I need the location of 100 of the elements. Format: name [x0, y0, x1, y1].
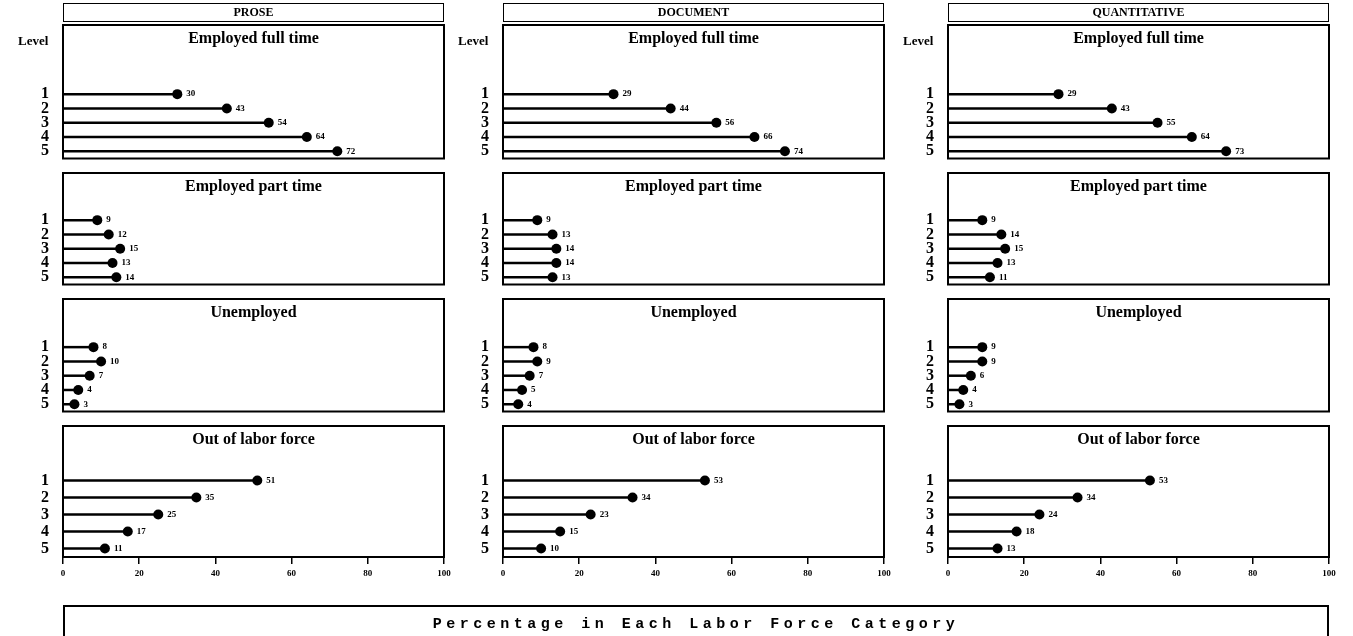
- point: [977, 342, 988, 353]
- data-label: 9: [106, 214, 112, 225]
- data-label: 35: [205, 491, 215, 502]
- point: [627, 492, 638, 503]
- chart-subtitle: Employed full time: [187, 29, 320, 47]
- point: [115, 243, 126, 254]
- chart-title: DOCUMENT: [503, 3, 884, 22]
- data-label: 43: [1120, 102, 1131, 113]
- chart-subtitle: Employed full time: [1072, 29, 1205, 47]
- x-tick-label: 20: [574, 567, 585, 578]
- x-tick-label: 0: [945, 567, 951, 578]
- point: [513, 399, 524, 410]
- point: [1072, 492, 1083, 503]
- y-tick-label: 1: [481, 470, 489, 488]
- point: [172, 89, 183, 100]
- data-label: 29: [622, 88, 632, 99]
- point: [1221, 146, 1232, 157]
- data-label: 4: [87, 384, 93, 395]
- point: [191, 492, 202, 503]
- data-label: 4: [972, 384, 978, 395]
- point: [977, 356, 988, 367]
- y-tick-label: 1: [41, 470, 49, 488]
- data-label: 11: [998, 271, 1008, 282]
- data-label: 13: [1006, 542, 1017, 553]
- data-label: 3: [968, 398, 974, 409]
- y-tick-label: 3: [926, 504, 934, 522]
- x-tick-label: 100: [1322, 567, 1337, 578]
- data-label: 29: [1067, 88, 1077, 99]
- x-tick-label: 60: [287, 567, 297, 578]
- data-label: 17: [136, 525, 147, 536]
- point: [965, 370, 976, 381]
- data-label: 10: [550, 542, 560, 553]
- y-tick-label: 4: [926, 521, 934, 539]
- point: [555, 526, 566, 537]
- data-label: 56: [725, 117, 735, 128]
- data-label: 51: [266, 474, 276, 485]
- y-tick-label: 2: [481, 487, 489, 505]
- point: [585, 509, 596, 520]
- x-tick-label: 0: [60, 567, 66, 578]
- y-tick-label: 5: [926, 538, 934, 556]
- y-axis-title: Level: [903, 33, 934, 48]
- y-tick-label: 5: [41, 538, 49, 556]
- x-tick-label: 80: [803, 567, 813, 578]
- point: [1053, 89, 1064, 100]
- data-label: 8: [542, 341, 548, 352]
- data-label: 11: [113, 542, 123, 553]
- point: [977, 215, 988, 226]
- data-label: 13: [561, 228, 572, 239]
- point: [252, 475, 263, 486]
- x-tick-label: 20: [1019, 567, 1030, 578]
- point: [996, 229, 1007, 240]
- chart-title: Employed part time: [624, 177, 763, 195]
- data-label: 3: [83, 398, 89, 409]
- point: [96, 356, 107, 367]
- data-label: 13: [121, 257, 132, 268]
- x-tick-label: 20: [134, 567, 145, 578]
- y-tick-label: 5: [481, 538, 489, 556]
- data-label: 73: [1235, 145, 1245, 156]
- data-label: 34: [1086, 491, 1097, 502]
- data-label: 64: [315, 131, 326, 142]
- data-label: 7: [538, 370, 544, 381]
- chart-title: QUANTITATIVE: [948, 3, 1329, 22]
- data-label: 53: [713, 474, 724, 485]
- data-label: 14: [565, 243, 575, 254]
- chart-title: Employed part time: [1069, 177, 1208, 195]
- y-tick-label: 2: [41, 487, 49, 505]
- data-label: 14: [125, 271, 135, 282]
- data-label: 30: [186, 88, 196, 99]
- point: [958, 384, 969, 395]
- point: [153, 509, 164, 520]
- point: [1000, 243, 1011, 254]
- data-label: 10: [110, 355, 120, 366]
- point: [749, 131, 760, 142]
- y-tick-label: 2: [926, 487, 934, 505]
- point: [107, 257, 118, 268]
- data-label: 18: [1025, 525, 1036, 536]
- point: [88, 342, 99, 353]
- chart-title: Unemployed: [649, 303, 738, 321]
- data-label: 13: [561, 271, 572, 282]
- point: [1034, 509, 1045, 520]
- point: [699, 475, 710, 486]
- data-label: 34: [641, 491, 652, 502]
- chart-title: Out of labor force: [631, 430, 756, 448]
- point: [532, 356, 543, 367]
- data-label: 15: [1014, 243, 1024, 254]
- data-label: 9: [546, 355, 552, 366]
- x-tick-label: 80: [363, 567, 373, 578]
- data-label: 43: [235, 102, 246, 113]
- chart-title: Out of labor force: [191, 430, 316, 448]
- y-axis-title: Level: [18, 33, 49, 48]
- chart-title: Unemployed: [1094, 303, 1183, 321]
- y-tick-label: 4: [481, 521, 489, 539]
- data-label: 25: [167, 508, 177, 519]
- data-label: 74: [793, 145, 804, 156]
- x-tick-label: 40: [650, 567, 661, 578]
- point: [517, 384, 528, 395]
- data-label: 54: [277, 117, 288, 128]
- data-label: 23: [599, 508, 610, 519]
- point: [992, 257, 1003, 268]
- y-tick-label: 3: [481, 504, 489, 522]
